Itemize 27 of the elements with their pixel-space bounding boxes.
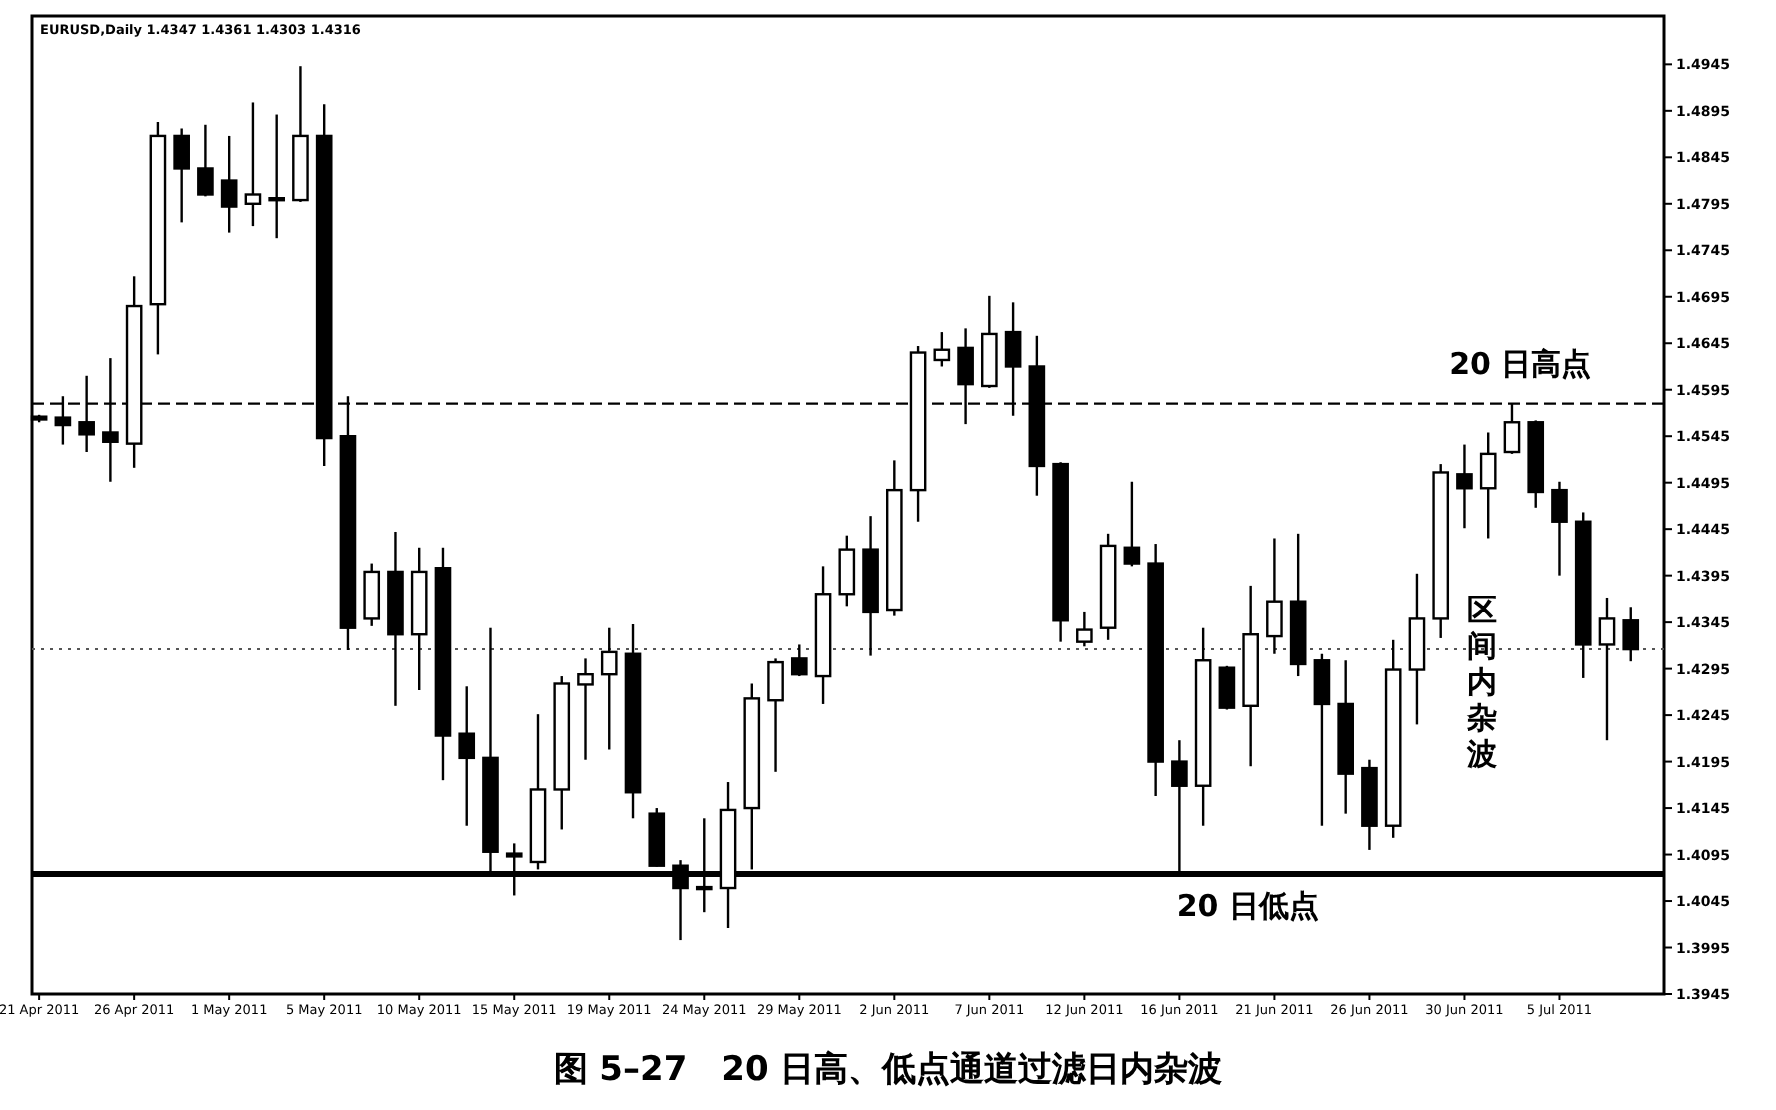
candlestick [1479,431,1497,540]
candlestick [838,534,856,608]
candlestick [1622,606,1640,663]
candlestick [1076,610,1093,648]
candlestick [1598,596,1616,742]
candlestick [1456,443,1473,530]
candlestick [1313,652,1331,827]
candlestick [767,657,784,774]
candlestick [790,643,808,678]
candlestick [197,123,214,198]
candlestick [1266,537,1283,655]
candlestick [173,127,190,224]
candlestick [933,330,951,368]
annotation: 区间内杂波 [1465,592,1497,772]
candlestick [244,101,262,228]
candlestick [1218,664,1236,711]
text: 图 5–27 20 日高、低点通道过滤日内杂波 [553,1050,1223,1090]
candlestick [600,626,618,751]
candlestick [363,562,381,628]
candlestick [220,134,238,234]
ref-line-label: 20 日高点 [1449,345,1592,382]
candlestick [458,685,476,827]
candlestick [268,113,286,240]
candlestick [577,657,594,761]
ref-line-label: 20 日低点 [1176,888,1319,925]
candlestick [1123,480,1141,568]
candlestick [1551,480,1568,577]
